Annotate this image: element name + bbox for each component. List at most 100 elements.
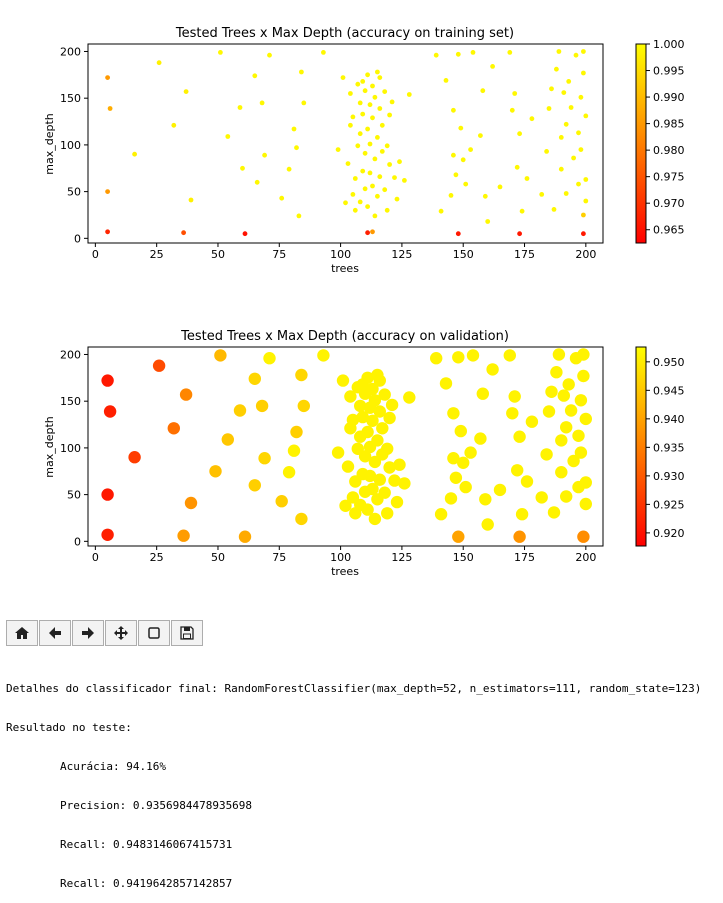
data-point — [128, 451, 141, 464]
x-tick-label: 25 — [150, 248, 164, 261]
data-point — [447, 407, 460, 420]
points-validation — [101, 348, 592, 543]
data-point — [402, 178, 407, 183]
colorbar-tick-label: 0.990 — [653, 91, 685, 104]
data-point — [373, 374, 386, 387]
forward-button[interactable] — [72, 620, 104, 646]
data-point — [547, 506, 561, 519]
x-tick-label: 150 — [453, 248, 474, 261]
data-point — [482, 193, 488, 199]
data-point — [459, 480, 472, 494]
data-point — [579, 412, 592, 426]
data-point — [540, 448, 553, 461]
y-tick-label: 200 — [60, 45, 81, 58]
data-point — [248, 372, 261, 385]
data-point — [581, 212, 586, 218]
plot-area-training — [87, 43, 604, 244]
data-point — [350, 192, 356, 197]
data-point — [390, 495, 404, 509]
data-point — [286, 166, 292, 172]
data-point — [295, 368, 308, 382]
data-point — [468, 147, 473, 153]
x-ticks-validation: 0 25 50 75 100 125 150 175 200 — [92, 546, 596, 564]
data-point — [545, 385, 558, 398]
x-tick-label: 125 — [391, 551, 412, 564]
data-point — [381, 507, 394, 520]
data-point — [556, 49, 562, 54]
data-point — [394, 196, 400, 202]
data-point — [381, 442, 394, 455]
data-point — [403, 391, 416, 404]
data-point — [221, 433, 234, 446]
data-point — [535, 491, 548, 504]
data-point — [389, 99, 395, 105]
data-point — [358, 450, 372, 463]
colorbar-training — [635, 43, 647, 244]
data-point — [546, 106, 552, 111]
data-point — [574, 394, 588, 407]
data-point — [132, 151, 138, 157]
console-line: Recall: 0.9483146067415731 — [60, 838, 233, 851]
data-point — [365, 204, 370, 210]
back-button[interactable] — [39, 620, 71, 646]
data-point — [512, 91, 518, 96]
data-point — [452, 530, 465, 543]
data-point — [387, 162, 392, 167]
data-point — [184, 496, 198, 510]
data-point — [375, 193, 380, 199]
data-point — [572, 429, 585, 442]
data-point — [343, 200, 348, 206]
data-point — [453, 172, 459, 178]
data-point — [214, 349, 227, 362]
data-point — [375, 135, 380, 140]
data-point — [550, 366, 563, 379]
data-point — [444, 492, 458, 505]
data-point — [513, 530, 526, 543]
console-line: Recall: 0.9419642857142857 — [60, 877, 233, 890]
colorbar-tick-label: 0.940 — [653, 413, 685, 426]
pan-button[interactable] — [105, 620, 137, 646]
x-tick-label: 25 — [150, 551, 164, 564]
data-point — [571, 155, 576, 161]
colorbar-tick-label: 0.920 — [653, 527, 685, 540]
data-point — [291, 126, 297, 132]
data-point — [294, 145, 299, 151]
data-point — [378, 486, 391, 499]
data-point — [577, 369, 590, 383]
data-point — [525, 415, 539, 428]
colorbar-tick-label: 0.995 — [653, 65, 685, 78]
data-point — [290, 425, 303, 439]
data-point — [486, 363, 499, 376]
data-point — [384, 143, 390, 149]
x-tick-label: 175 — [514, 551, 535, 564]
data-point — [581, 49, 586, 54]
figure: Tested Trees x Max Depth (accuracy on tr… — [43, 26, 685, 578]
data-point — [101, 488, 114, 501]
data-point — [263, 352, 276, 365]
data-point — [379, 149, 385, 154]
data-point — [478, 133, 483, 139]
data-point — [506, 407, 519, 420]
data-point — [382, 89, 388, 94]
data-point — [481, 518, 494, 531]
data-point — [503, 349, 516, 362]
x-tick-label: 150 — [453, 551, 474, 564]
data-point — [406, 92, 412, 97]
zoom-button[interactable] — [138, 620, 170, 646]
y-tick-label: 100 — [60, 442, 81, 455]
data-point — [382, 187, 388, 193]
colorbar-tick-label: 0.945 — [653, 384, 685, 397]
data-point — [385, 398, 399, 412]
navigation-toolbar — [6, 620, 203, 646]
save-button[interactable] — [171, 620, 203, 646]
data-point — [346, 413, 360, 427]
data-point — [430, 352, 443, 365]
y-tick-label: 0 — [74, 535, 81, 548]
data-point — [365, 230, 370, 236]
home-button[interactable] — [6, 620, 38, 646]
data-point — [360, 168, 366, 174]
x-tick-label: 175 — [514, 248, 535, 261]
data-point — [583, 177, 589, 182]
data-point — [384, 207, 390, 213]
data-point — [566, 79, 572, 84]
